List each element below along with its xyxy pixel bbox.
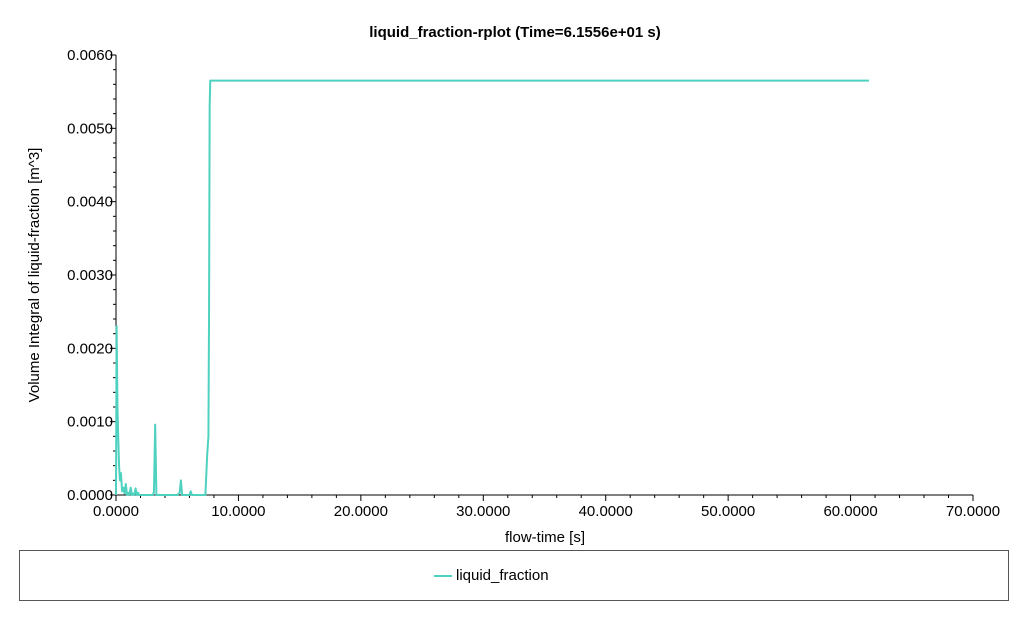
y-tick-label: 0.0060: [67, 47, 113, 64]
x-tick-label: 0.0000: [93, 503, 139, 520]
x-axis-label: flow-time [s]: [505, 529, 585, 546]
legend-swatch: [434, 574, 452, 577]
chart-title: liquid_fraction-rplot (Time=6.1556e+01 s…: [369, 24, 661, 41]
y-tick-label: 0.0020: [67, 340, 113, 357]
y-axis-label: Volume Integral of liquid-fraction [m^3]: [26, 148, 43, 403]
legend: liquid_fraction: [19, 550, 1009, 601]
y-tick-label: 0.0050: [67, 120, 113, 137]
y-tick-label: 0.0010: [67, 414, 113, 431]
series-line-liquid_fraction: [115, 79, 869, 496]
legend-item[interactable]: liquid_fraction: [434, 567, 549, 584]
x-tick-label: 10.0000: [211, 503, 265, 520]
x-tick-label: 40.0000: [579, 503, 633, 520]
y-tick-label: 0.0030: [67, 267, 113, 284]
y-tick-label: 0.0000: [67, 487, 113, 504]
y-tick-label: 0.0040: [67, 194, 113, 211]
x-tick-label: 30.0000: [456, 503, 510, 520]
x-tick-label: 60.0000: [823, 503, 877, 520]
legend-label: liquid_fraction: [456, 567, 549, 584]
plot-area: 0.0000 0.0010 0.0020 0.0030 0.0040 0.0050 0.00…: [67, 47, 1000, 520]
x-tick-label: 70.0000: [946, 503, 1000, 520]
x-tick-label: 50.0000: [701, 503, 755, 520]
x-tick-label: 20.0000: [334, 503, 388, 520]
